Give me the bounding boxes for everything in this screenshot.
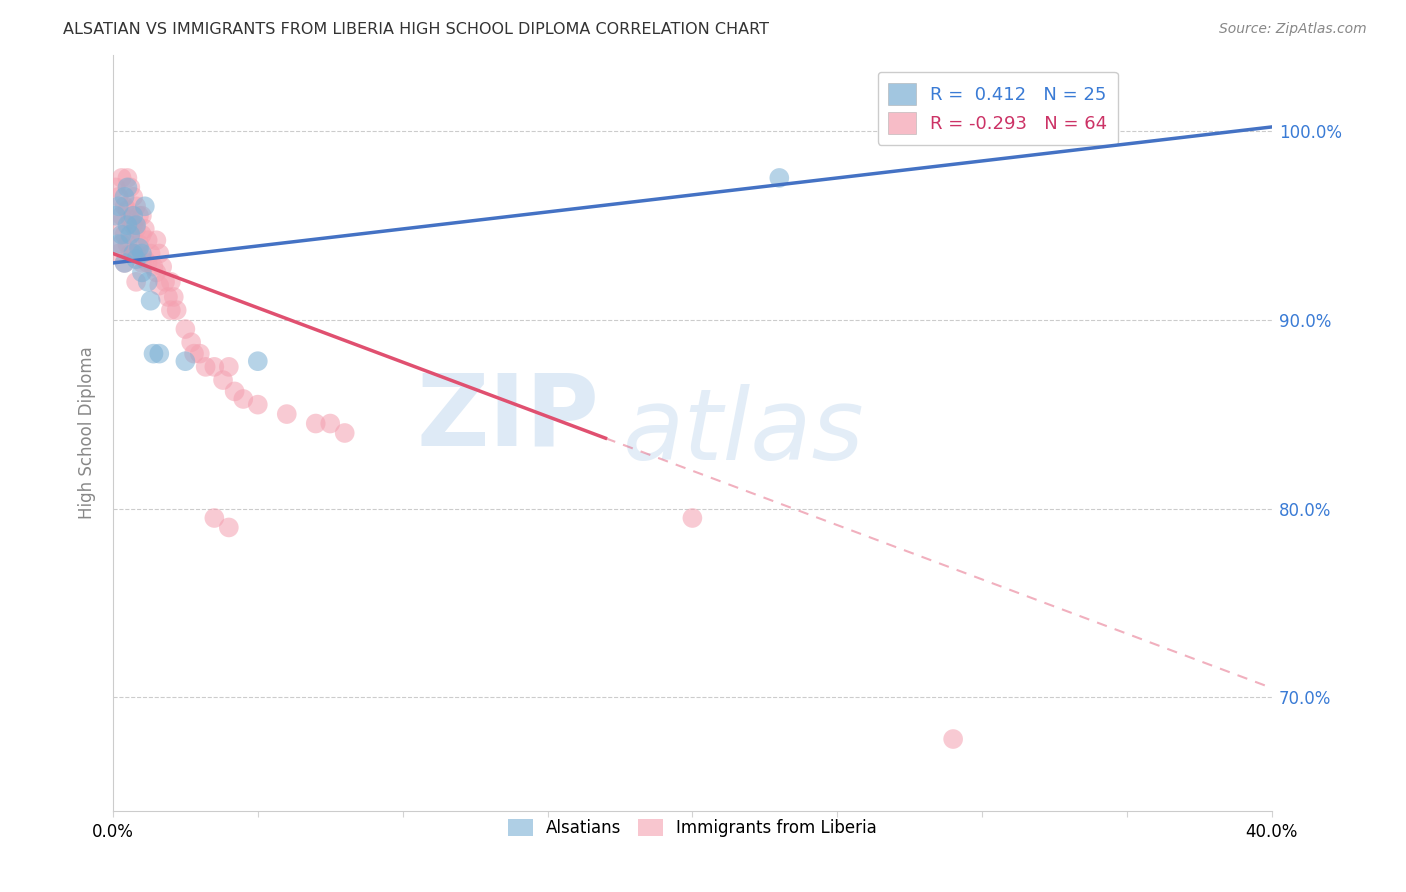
Y-axis label: High School Diploma: High School Diploma bbox=[79, 347, 96, 519]
Point bbox=[160, 275, 183, 289]
Point bbox=[122, 218, 145, 232]
Point bbox=[114, 227, 136, 242]
Point bbox=[145, 233, 167, 247]
Point bbox=[114, 256, 136, 270]
Point bbox=[128, 237, 150, 252]
Legend: Alsatians, Immigrants from Liberia: Alsatians, Immigrants from Liberia bbox=[501, 813, 884, 844]
Point bbox=[114, 256, 136, 270]
Point bbox=[111, 170, 134, 185]
Point bbox=[246, 398, 269, 412]
Point bbox=[224, 384, 246, 399]
Point bbox=[117, 170, 139, 185]
Point bbox=[145, 265, 167, 279]
Point bbox=[128, 241, 150, 255]
Point bbox=[122, 246, 145, 260]
Point bbox=[183, 346, 205, 360]
Point bbox=[117, 218, 139, 232]
Point bbox=[681, 511, 703, 525]
Point bbox=[202, 359, 225, 374]
Point bbox=[107, 190, 129, 204]
Point bbox=[142, 346, 165, 360]
Point bbox=[117, 237, 139, 252]
Point bbox=[120, 180, 142, 194]
Point bbox=[107, 237, 129, 252]
Point bbox=[142, 260, 165, 274]
Point bbox=[174, 354, 197, 368]
Point bbox=[134, 252, 156, 267]
Point bbox=[134, 222, 156, 236]
Point bbox=[139, 246, 162, 260]
Point bbox=[125, 218, 148, 232]
Text: atlas: atlas bbox=[623, 384, 865, 482]
Point bbox=[122, 246, 145, 260]
Point bbox=[319, 417, 342, 431]
Point bbox=[1000, 128, 1022, 142]
Point bbox=[139, 293, 162, 308]
Point bbox=[131, 227, 153, 242]
Point bbox=[131, 246, 153, 260]
Point bbox=[104, 180, 127, 194]
Point bbox=[188, 346, 211, 360]
Point bbox=[276, 407, 298, 421]
Point bbox=[111, 227, 134, 242]
Point bbox=[114, 190, 136, 204]
Point bbox=[148, 278, 170, 293]
Point bbox=[134, 199, 156, 213]
Point bbox=[212, 373, 235, 387]
Point bbox=[131, 256, 153, 270]
Point bbox=[125, 252, 148, 267]
Point bbox=[333, 425, 356, 440]
Point bbox=[942, 732, 965, 747]
Point bbox=[111, 237, 134, 252]
Point bbox=[131, 265, 153, 279]
Point bbox=[104, 218, 127, 232]
Point bbox=[156, 290, 179, 304]
Point bbox=[125, 275, 148, 289]
Point bbox=[114, 199, 136, 213]
Point bbox=[174, 322, 197, 336]
Point bbox=[136, 275, 159, 289]
Point bbox=[117, 202, 139, 217]
Text: ZIP: ZIP bbox=[416, 369, 600, 467]
Point bbox=[305, 417, 328, 431]
Point bbox=[218, 520, 240, 534]
Point bbox=[148, 346, 170, 360]
Point bbox=[117, 180, 139, 194]
Point bbox=[136, 256, 159, 270]
Point bbox=[107, 246, 129, 260]
Point bbox=[125, 199, 148, 213]
Point bbox=[166, 303, 188, 318]
Point bbox=[122, 190, 145, 204]
Point bbox=[111, 209, 134, 223]
Point bbox=[120, 246, 142, 260]
Point bbox=[122, 209, 145, 223]
Point bbox=[104, 209, 127, 223]
Point bbox=[107, 199, 129, 213]
Point bbox=[180, 335, 202, 350]
Point bbox=[125, 222, 148, 236]
Point bbox=[120, 212, 142, 227]
Point bbox=[246, 354, 269, 368]
Point bbox=[163, 290, 186, 304]
Point bbox=[232, 392, 254, 406]
Point bbox=[202, 511, 225, 525]
Point bbox=[768, 170, 790, 185]
Text: ALSATIAN VS IMMIGRANTS FROM LIBERIA HIGH SCHOOL DIPLOMA CORRELATION CHART: ALSATIAN VS IMMIGRANTS FROM LIBERIA HIGH… bbox=[63, 22, 769, 37]
Point bbox=[153, 275, 176, 289]
Point bbox=[218, 359, 240, 374]
Point bbox=[150, 260, 173, 274]
Point bbox=[148, 246, 170, 260]
Point bbox=[120, 227, 142, 242]
Point bbox=[136, 233, 159, 247]
Text: Source: ZipAtlas.com: Source: ZipAtlas.com bbox=[1219, 22, 1367, 37]
Point bbox=[128, 209, 150, 223]
Point bbox=[125, 246, 148, 260]
Point bbox=[160, 303, 183, 318]
Point bbox=[131, 209, 153, 223]
Point bbox=[194, 359, 217, 374]
